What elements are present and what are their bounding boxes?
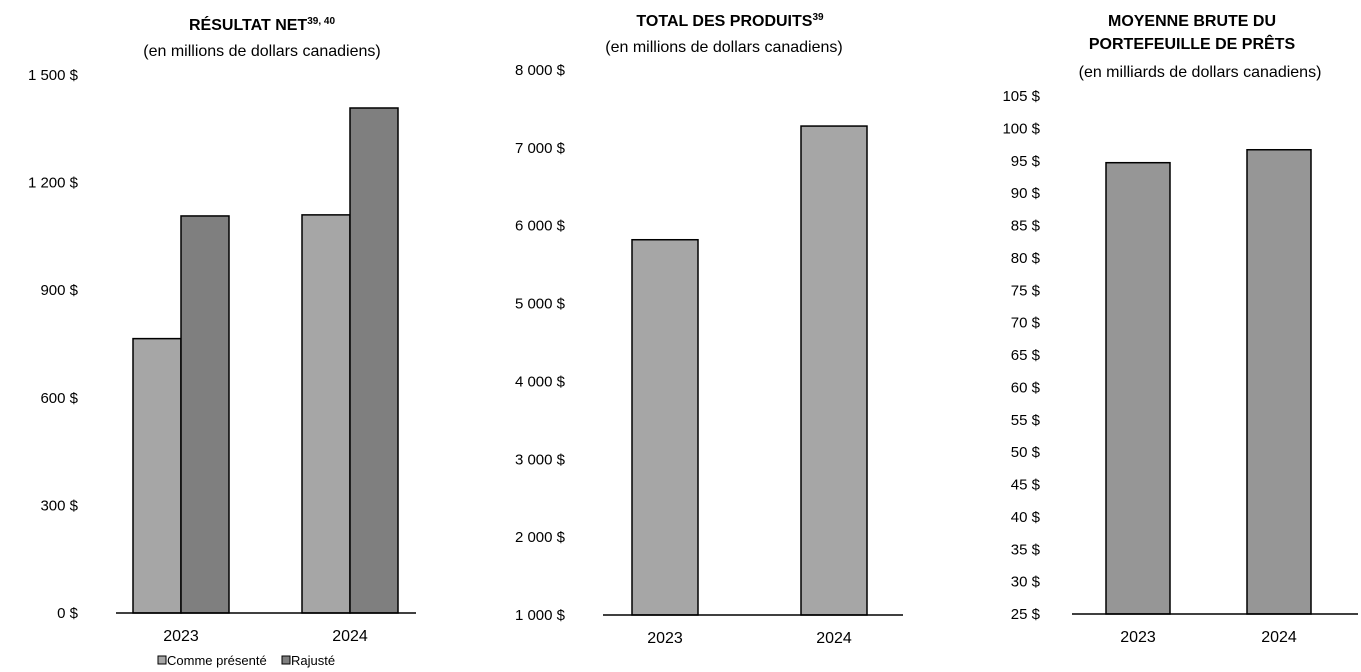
y-tick-label: 45 $ — [1011, 477, 1041, 494]
y-tick-label: 300 $ — [40, 497, 78, 514]
net-income-x-tick-labels: 2023 2024 — [163, 628, 368, 645]
total-revenue-subtitle: (en millions de dollars canadiens) — [605, 39, 842, 56]
net-income-bar-2023-comme-pr-sent- — [132, 337, 182, 614]
x-tick-label: 2023 — [1120, 629, 1156, 646]
y-tick-label: 25 $ — [1011, 606, 1041, 623]
y-tick-label: 90 $ — [1011, 185, 1041, 202]
loan-portfolio-chart: MOYENNE BRUTE DU PORTEFEUILLE DE PRÊTS (… — [1002, 13, 1358, 646]
y-tick-label: 65 $ — [1011, 347, 1041, 364]
y-tick-label: 1 200 $ — [28, 175, 79, 192]
net-income-chart: RÉSULTAT NET39, 40 (en millions de dolla… — [28, 15, 416, 668]
loan-portfolio-x-tick-labels: 2023 2024 — [1120, 629, 1297, 646]
x-tick-label: 2024 — [1261, 629, 1297, 646]
y-tick-label: 40 $ — [1011, 509, 1041, 526]
y-tick-label: 50 $ — [1011, 444, 1041, 461]
y-tick-label: 1 000 $ — [515, 607, 566, 624]
legend-swatch-rajuste — [281, 655, 291, 665]
y-tick-label: 70 $ — [1011, 315, 1041, 332]
loan-portfolio-bar-2023 — [1105, 161, 1171, 615]
loan-portfolio-title-line-1: MOYENNE BRUTE DU — [1108, 13, 1276, 30]
net-income-bar-2024-rajust- — [349, 107, 399, 614]
y-tick-label: 60 $ — [1011, 379, 1041, 396]
x-tick-label: 2024 — [332, 628, 368, 645]
x-tick-label: 2023 — [163, 628, 199, 645]
y-tick-label: 55 $ — [1011, 412, 1041, 429]
y-tick-label: 30 $ — [1011, 574, 1041, 591]
net-income-bar-2023-rajust- — [180, 215, 230, 614]
loan-portfolio-bar-2024 — [1246, 148, 1312, 615]
legend-label-comme-presente: Comme présenté — [167, 653, 267, 668]
y-tick-label: 35 $ — [1011, 541, 1041, 558]
legend-label-rajuste: Rajusté — [291, 653, 335, 668]
total-revenue-title: TOTAL DES PRODUITS39 — [636, 12, 824, 30]
y-tick-label: 85 $ — [1011, 218, 1041, 235]
y-tick-label: 8 000 $ — [515, 62, 566, 79]
loan-portfolio-title-line-2: PORTEFEUILLE DE PRÊTS — [1089, 34, 1296, 53]
y-tick-label: 4 000 $ — [515, 373, 566, 390]
total-revenue-chart: TOTAL DES PRODUITS39 (en millions de dol… — [515, 12, 903, 647]
y-tick-label: 900 $ — [40, 282, 78, 299]
y-tick-label: 100 $ — [1002, 120, 1040, 137]
x-tick-label: 2023 — [647, 630, 683, 647]
y-tick-label: 0 $ — [57, 605, 79, 622]
total-revenue-bar-2023 — [631, 238, 699, 616]
y-tick-label: 3 000 $ — [515, 451, 566, 468]
total-revenue-x-tick-labels: 2023 2024 — [647, 630, 852, 647]
total-revenue-y-tick-labels: 1 000 $ 2 000 $ 3 000 $ 4 000 $ 5 000 $ 6 000… — [515, 62, 566, 624]
y-tick-label: 2 000 $ — [515, 529, 566, 546]
y-tick-label: 75 $ — [1011, 282, 1041, 299]
loan-portfolio-subtitle: (en milliards de dollars canadiens) — [1079, 64, 1322, 81]
y-tick-label: 105 $ — [1002, 88, 1040, 105]
net-income-title: RÉSULTAT NET39, 40 — [189, 15, 335, 34]
y-tick-label: 6 000 $ — [515, 218, 566, 235]
net-income-bar-2024-comme-pr-sent- — [301, 214, 351, 614]
loan-portfolio-bars — [1105, 148, 1312, 615]
y-tick-label: 5 000 $ — [515, 296, 566, 313]
y-tick-label: 7 000 $ — [515, 140, 566, 157]
loan-portfolio-y-tick-labels: 25 $ 30 $ 35 $ 40 $ 45 $ 50 $ 55 $ 60 $ 65 $ 70 $… — [1002, 88, 1040, 623]
total-revenue-bars — [631, 125, 868, 616]
y-tick-label: 600 $ — [40, 390, 78, 407]
y-tick-label: 80 $ — [1011, 250, 1041, 267]
net-income-bars — [132, 107, 399, 614]
net-income-y-tick-labels: 0 $ 300 $ 600 $ 900 $ 1 200 $ 1 500 $ — [28, 67, 79, 622]
y-tick-label: 1 500 $ — [28, 67, 79, 84]
y-tick-label: 95 $ — [1011, 153, 1041, 170]
legend-swatch-comme-presente — [157, 655, 167, 665]
x-tick-label: 2024 — [816, 630, 852, 647]
total-revenue-bar-2024 — [800, 125, 868, 616]
net-income-legend: Comme présenté Rajusté — [157, 653, 335, 668]
net-income-subtitle: (en millions de dollars canadiens) — [143, 43, 380, 60]
